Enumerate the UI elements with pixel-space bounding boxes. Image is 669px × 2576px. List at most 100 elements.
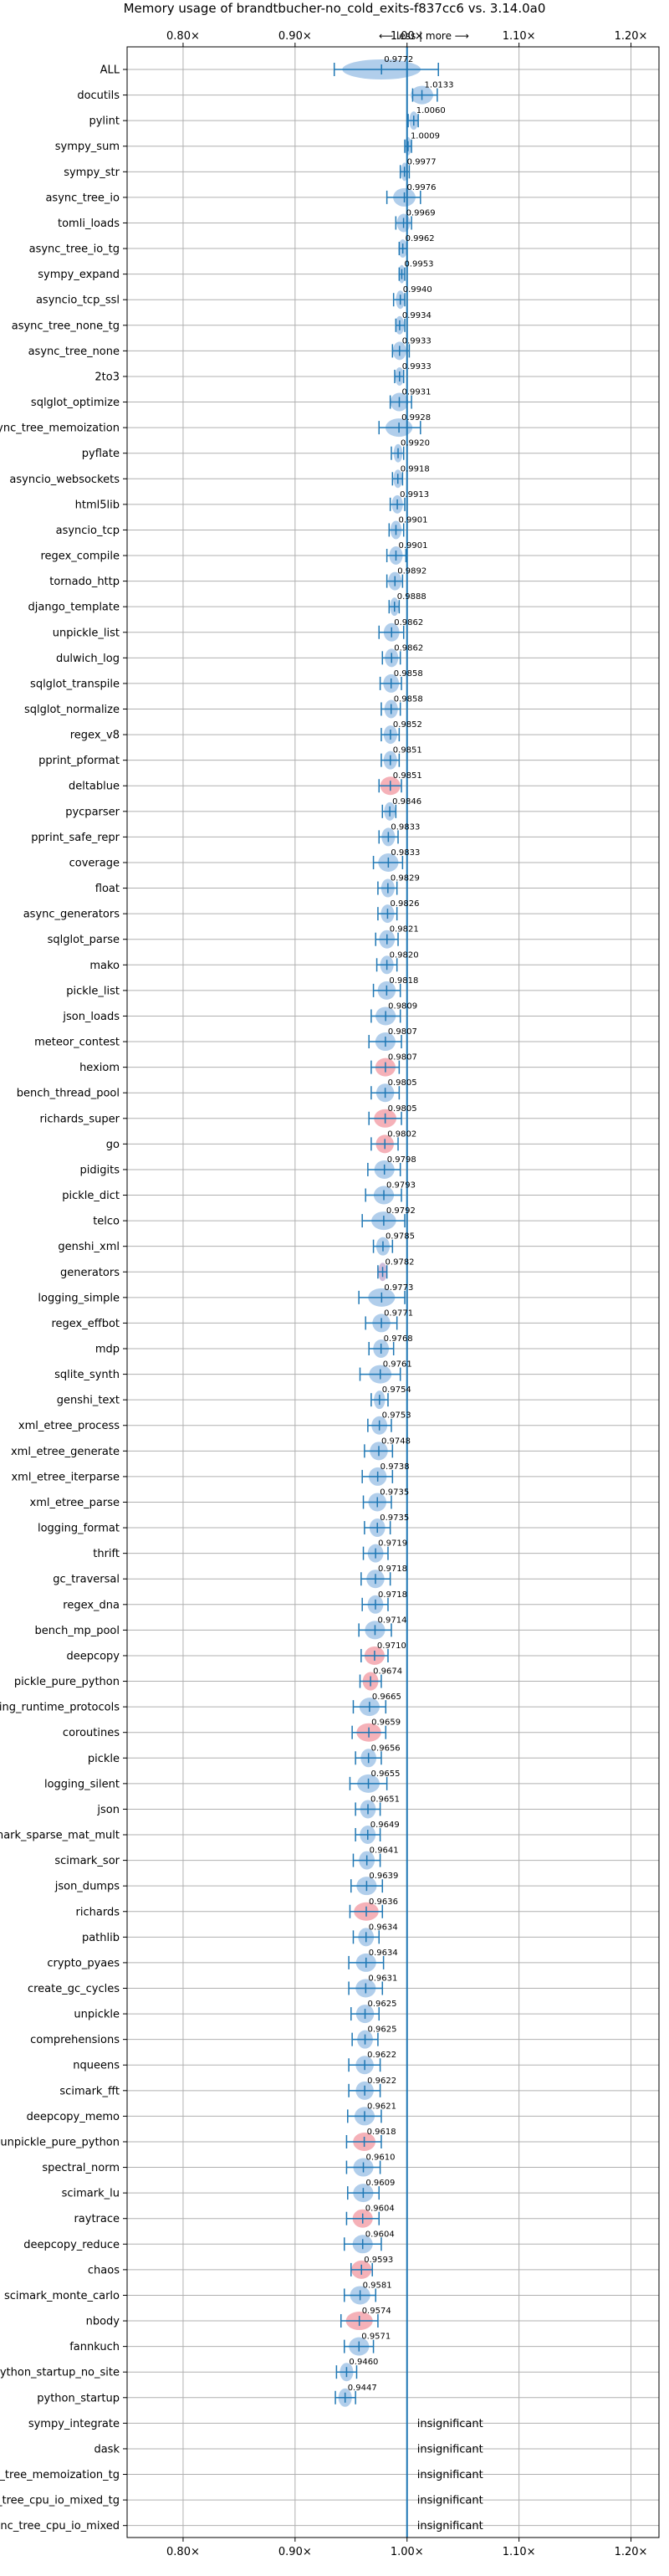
benchmark-label: scimark_lu	[62, 2188, 120, 2200]
benchmark-label: async_tree_io_tg	[29, 243, 120, 256]
value-label: 0.9826	[390, 899, 419, 909]
benchmark-label: async_tree_cpu_io_mixed	[0, 2520, 120, 2532]
benchmark-label: bench_thread_pool	[17, 1088, 120, 1100]
benchmark-label: deepcopy_memo	[27, 2111, 120, 2123]
value-label: 0.9634	[369, 1923, 398, 1932]
value-label: 0.9735	[380, 1513, 409, 1523]
value-label: 0.9649	[370, 1821, 400, 1830]
value-label: 0.9976	[407, 183, 437, 192]
benchmark-label: coverage	[69, 857, 120, 869]
value-label: 0.9918	[401, 464, 430, 474]
value-label: 1.0060	[416, 106, 446, 115]
x-tick-label-top: 1.20×	[615, 30, 648, 43]
value-label: 0.9818	[389, 976, 418, 986]
insignificant-label: insignificant	[417, 2469, 483, 2481]
benchmark-label: xml_etree_process	[18, 1420, 120, 1432]
benchmark-label: sqlglot_transpile	[30, 678, 120, 690]
benchmark-label: async_tree_cpu_io_mixed_tg	[0, 2495, 120, 2507]
benchmark-label: logging_simple	[38, 1292, 120, 1304]
benchmark-label: json_loads	[62, 1011, 120, 1023]
benchmark-label: pyflate	[82, 448, 120, 460]
benchmark-label: pidigits	[80, 1164, 120, 1176]
value-label: 0.9641	[370, 1846, 399, 1856]
insignificant-label: insignificant	[417, 2418, 483, 2430]
value-label: 0.9820	[390, 950, 419, 960]
x-tick-label-top: 0.80×	[166, 30, 200, 43]
benchmark-label: gc_traversal	[53, 1574, 120, 1586]
benchmark-label: pickle	[88, 1753, 120, 1765]
value-label: 0.9659	[371, 1718, 401, 1728]
value-label: 0.9888	[397, 592, 426, 602]
value-label: 0.9634	[369, 1949, 398, 1958]
grid-layer	[127, 47, 659, 2538]
value-label: 0.9807	[388, 1027, 417, 1037]
value-label: 0.9933	[402, 362, 432, 371]
benchmark-label: pickle_dict	[62, 1190, 120, 1202]
marks-layer	[333, 47, 439, 2538]
value-label: 0.9833	[391, 822, 420, 832]
insignificant-label: insignificant	[417, 2443, 483, 2456]
benchmark-label: json_dumps	[54, 1881, 120, 1893]
value-label: 0.9805	[388, 1104, 417, 1114]
benchmark-label: docutils	[77, 90, 120, 102]
benchmark-label: deltablue	[69, 781, 120, 793]
benchmark-label: genshi_text	[57, 1395, 120, 1407]
value-label: 0.9829	[391, 874, 420, 883]
benchmark-label: dask	[94, 2443, 120, 2456]
value-label: 0.9793	[386, 1181, 416, 1191]
value-label: 0.9920	[401, 439, 430, 448]
benchmark-label: unpickle_list	[53, 627, 120, 639]
benchmark-label: telco	[93, 1216, 120, 1228]
value-label: 0.9913	[400, 490, 429, 499]
benchmark-label: logging_format	[38, 1523, 120, 1535]
value-label: 0.9621	[367, 2102, 396, 2111]
x-tick-label-bottom: 1.10×	[503, 2546, 536, 2558]
benchmark-label: generators	[60, 1267, 120, 1279]
value-label: 0.9655	[371, 1769, 401, 1779]
value-label: 0.9625	[368, 2000, 397, 2009]
value-label: 0.9748	[381, 1437, 411, 1446]
value-label: 0.9792	[386, 1206, 416, 1216]
benchmark-label: genshi_xml	[58, 1241, 120, 1253]
benchmark-label: asyncio_tcp_ssl	[36, 294, 120, 307]
value-label: 0.9798	[387, 1155, 416, 1165]
benchmark-label: raytrace	[74, 2213, 120, 2225]
benchmark-label: ALL	[100, 64, 120, 77]
benchmark-label: nqueens	[73, 2060, 120, 2072]
benchmark-label: thrift	[93, 1548, 120, 1560]
chart-title: Memory usage of brandtbucher-no_cold_exi…	[124, 1, 546, 17]
x-tick-label-bottom: 0.90×	[278, 2546, 312, 2558]
benchmark-label: unpickle	[74, 2009, 120, 2021]
benchmark-label: asyncio_tcp	[56, 525, 120, 537]
benchmark-label: regex_effbot	[51, 1318, 120, 1330]
value-label: 0.9718	[378, 1590, 407, 1600]
value-label: 0.9674	[373, 1667, 402, 1677]
value-label: 0.9851	[393, 746, 422, 755]
benchmark-label: pickle_pure_python	[14, 1676, 120, 1688]
value-label: 0.9618	[367, 2128, 396, 2137]
value-label: 0.9953	[404, 260, 433, 269]
value-label: 0.9609	[365, 2179, 395, 2188]
value-label: 0.9858	[394, 695, 423, 704]
benchmark-label: pylint	[89, 115, 120, 128]
value-label: 0.9714	[377, 1616, 406, 1625]
x-tick-label-bottom: 1.00×	[391, 2546, 424, 2558]
benchmark-label: crypto_pyaes	[47, 1957, 120, 1969]
benchmark-label: fannkuch	[69, 2341, 120, 2353]
value-label: 0.9771	[384, 1308, 413, 1318]
value-label: 0.9785	[386, 1232, 415, 1242]
value-label: 0.9622	[367, 2051, 396, 2060]
benchmark-label: regex_dna	[63, 1599, 120, 1611]
benchmark-label: xml_etree_parse	[30, 1497, 120, 1509]
value-label: 0.9753	[382, 1411, 411, 1421]
benchmark-label: logging_silent	[44, 1778, 120, 1790]
x-tick-label-top: 0.90×	[278, 30, 312, 43]
benchmark-label: deepcopy	[66, 1650, 120, 1662]
x-tick-label-top: 1.00×	[391, 30, 424, 43]
benchmark-label: async_tree_memoization	[0, 423, 120, 435]
value-label: 0.9656	[371, 1744, 401, 1753]
benchmark-label: scimark_fft	[59, 2085, 120, 2097]
benchmark-label: create_gc_cycles	[28, 1983, 120, 1995]
benchmark-label: unpickle_pure_python	[0, 2136, 120, 2148]
